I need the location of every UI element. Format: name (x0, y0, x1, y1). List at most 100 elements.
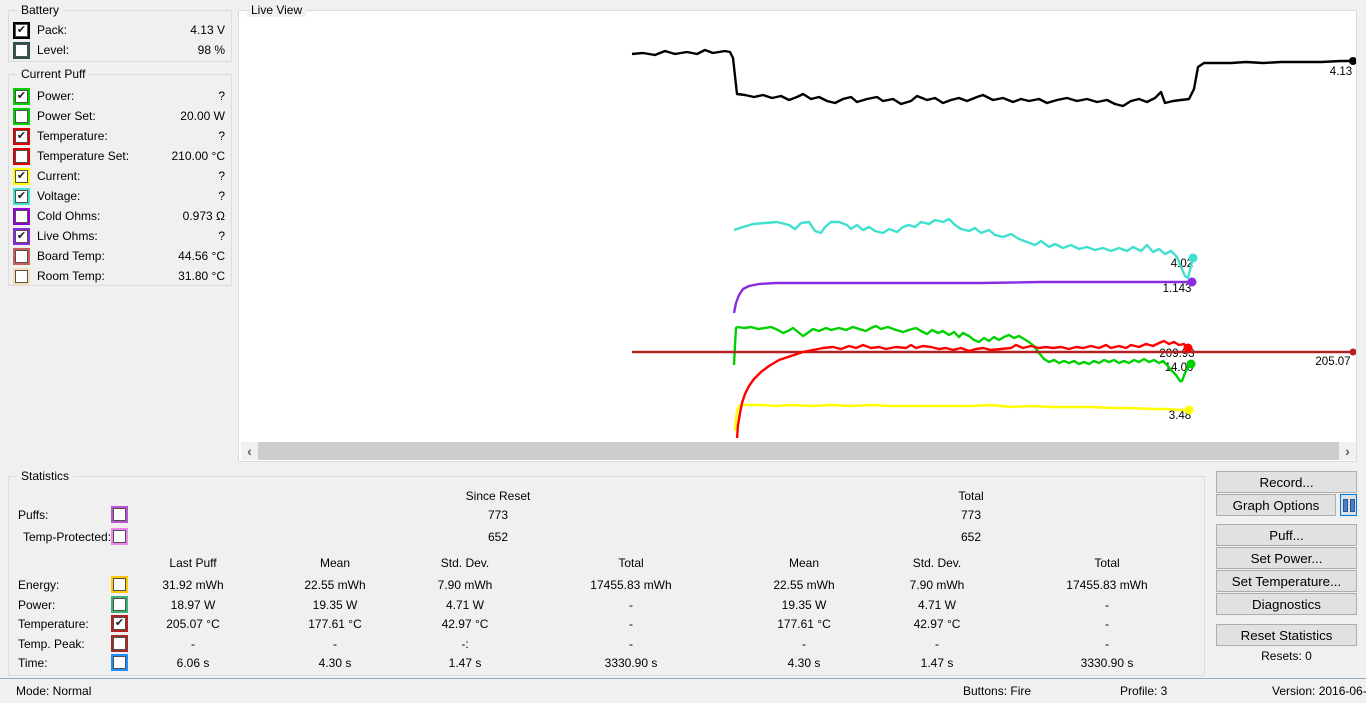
time-cell-3: 3330.90 s (604, 656, 658, 670)
current-label: Current: (37, 169, 81, 183)
temperature-set-checkbox[interactable] (13, 147, 30, 165)
current-value: ? (218, 169, 225, 183)
scrollbar-thumb[interactable] (258, 442, 1339, 460)
live-ohms-checkbox[interactable]: ✔ (13, 227, 30, 245)
board-temp-label: Board Temp: (37, 249, 105, 263)
resets-count: Resets: 0 (1261, 649, 1312, 663)
power-cell-0: 18.97 W (170, 598, 216, 612)
temperature-cell-4: 177.61 °C (777, 617, 831, 631)
power-checkbox[interactable]: ✔ (13, 87, 30, 105)
pack-checkbox[interactable]: ✔ (13, 21, 30, 39)
battery-group: Battery ✔ Pack: 4.13 V Level: 98 % (8, 3, 232, 62)
power-checkbox-box[interactable]: ✔ (15, 89, 28, 103)
metric-row-voltage: ✔ Voltage:? (9, 186, 231, 206)
set-power-button[interactable]: Set Power... (1216, 547, 1357, 569)
temp-protected-checkbox-box[interactable] (113, 530, 126, 543)
puffs-checkbox-box[interactable] (113, 508, 126, 521)
cold-ohms-checkbox-box[interactable] (15, 209, 28, 223)
puffs-label: Puffs: (18, 508, 49, 522)
temperature-checkbox-box[interactable]: ✔ (15, 129, 28, 143)
board-temp-checkbox-box[interactable] (15, 249, 28, 263)
reset-statistics-button[interactable]: Reset Statistics (1216, 624, 1357, 646)
metric-row-current: ✔ Current:? (9, 166, 231, 186)
puffs-checkbox[interactable] (111, 506, 128, 523)
time-cell-1: 4.30 s (318, 656, 352, 670)
temperature-cell-1: 177.61 °C (308, 617, 362, 631)
energy-cell-5: 7.90 mWh (909, 578, 965, 592)
power-cell-5: 4.71 W (917, 598, 957, 612)
pack-label: Pack: (37, 23, 68, 37)
board-temp-checkbox[interactable] (13, 247, 30, 265)
chart-horizontal-scrollbar[interactable]: ‹ › (241, 442, 1356, 460)
scroll-left-icon[interactable]: ‹ (241, 442, 258, 460)
diagnostics-button[interactable]: Diagnostics (1216, 593, 1357, 615)
cold-ohms-checkbox[interactable] (13, 207, 30, 225)
metric-row-level: Level: 98 % (9, 40, 231, 60)
temperature-value: ? (218, 129, 225, 143)
power-cell-3: - (629, 598, 633, 612)
power-stat-checkbox[interactable] (111, 596, 128, 613)
room-temp-checkbox[interactable] (13, 267, 30, 285)
level-checkbox[interactable] (13, 41, 30, 59)
temp-protected-label: Temp-Protected: (23, 530, 112, 544)
stats-column-header-6: Total (1094, 556, 1120, 570)
temp-protected-checkbox[interactable] (111, 528, 128, 545)
scroll-right-icon[interactable]: › (1339, 442, 1356, 460)
voltage-checkbox[interactable]: ✔ (13, 187, 30, 205)
temp-peak-cell-2: -: (461, 637, 469, 651)
temp-peak-stat-checkbox[interactable] (111, 635, 128, 652)
metric-row-temperature: ✔ Temperature:? (9, 126, 231, 146)
puff-button[interactable]: Puff... (1216, 524, 1357, 546)
temperature-cell-6: - (1105, 617, 1109, 631)
temperature-set-label: Temperature Set: (37, 149, 130, 163)
last-puff-temperature-end-dot (1349, 348, 1356, 356)
time-stat-checkbox[interactable] (111, 654, 128, 671)
record-button[interactable]: Record... (1216, 471, 1357, 493)
temperature-stat-checkbox-box[interactable]: ✔ (113, 617, 126, 630)
live-ohms-checkbox-box[interactable]: ✔ (15, 229, 28, 243)
temperature-line (735, 339, 1189, 439)
power-cell-6: - (1105, 598, 1109, 612)
time-cell-2: 1.47 s (448, 656, 482, 670)
power-cell-2: 4.71 W (445, 598, 485, 612)
temperature-checkbox[interactable]: ✔ (13, 127, 30, 145)
stats-group-header-total: Total (958, 489, 984, 503)
set-temperature-button[interactable]: Set Temperature... (1216, 570, 1357, 592)
energy-stat-checkbox[interactable] (111, 576, 128, 593)
temp-peak-stat-checkbox-box[interactable] (113, 637, 126, 650)
temp-protected-value-0: 652 (487, 530, 509, 544)
temperature-stat-checkbox[interactable]: ✔ (111, 615, 128, 632)
energy-cell-6: 17455.83 mWh (1066, 578, 1148, 592)
puffs-value-0: 773 (487, 508, 509, 522)
status-bar: Mode: Normal Buttons: Fire Profile: 3 Ve… (0, 678, 1366, 703)
time-cell-0: 6.06 s (176, 656, 210, 670)
metric-row-live-ohms: ✔ Live Ohms:? (9, 226, 231, 246)
current-checkbox-box[interactable]: ✔ (15, 169, 28, 183)
current-checkbox[interactable]: ✔ (13, 167, 30, 185)
voltage-end-dot (1188, 253, 1198, 263)
puffs-value-1: 773 (960, 508, 982, 522)
temp-peak-cell-4: - (802, 637, 806, 651)
energy-cell-4: 22.55 mWh (773, 578, 835, 592)
voltage-checkbox-box[interactable]: ✔ (15, 189, 28, 203)
energy-cell-2: 7.90 mWh (437, 578, 493, 592)
energy-stat-checkbox-box[interactable] (113, 578, 126, 591)
stats-column-header-1: Mean (319, 556, 351, 570)
room-temp-checkbox-box[interactable] (15, 269, 28, 283)
live-view-group-title: Live View (247, 3, 307, 17)
level-checkbox-box[interactable] (15, 43, 28, 57)
current-puff-group: Current Puff ✔ Power:? Power Set: 20.00 W ✔ T… (8, 67, 232, 286)
metric-row-power-set: Power Set: 20.00 W (9, 106, 231, 126)
statistics-group: Statistics Since Reset Total Puffs: 773 773 T… (8, 469, 1205, 676)
power-set-checkbox[interactable] (13, 107, 30, 125)
pause-button[interactable] (1340, 494, 1357, 516)
time-stat-checkbox-box[interactable] (113, 656, 126, 669)
power-set-checkbox-box[interactable] (15, 109, 28, 123)
energy-cell-1: 22.55 mWh (304, 578, 366, 592)
live-ohms-end-label: 1.143 (1163, 283, 1192, 295)
pack-checkbox-box[interactable]: ✔ (15, 23, 28, 37)
temperature-set-checkbox-box[interactable] (15, 149, 28, 163)
graph-options-button[interactable]: Graph Options (1216, 494, 1336, 516)
power-stat-checkbox-box[interactable] (113, 598, 126, 611)
